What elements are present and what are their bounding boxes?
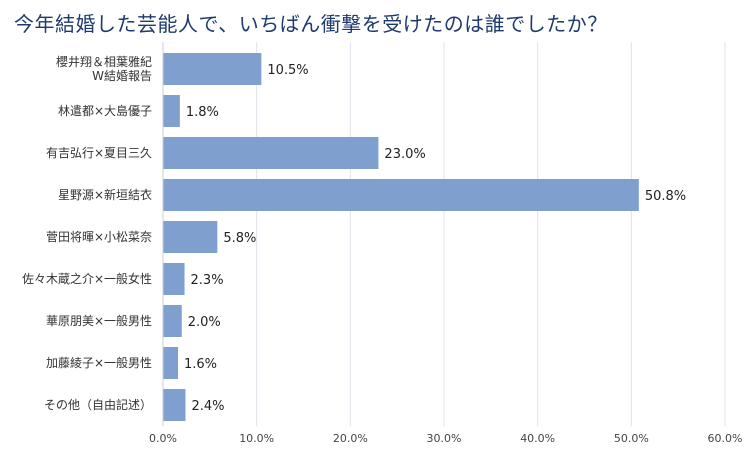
value-label: 23.0%: [384, 147, 425, 162]
category-label: その他（自由記述）: [44, 397, 152, 412]
category-label: 華原朋美×一般男性: [46, 313, 152, 328]
category-label: 星野源×新垣結衣: [58, 187, 152, 202]
bar: [163, 347, 178, 379]
bar: [163, 389, 186, 421]
category-label: 林遣都×大島優子: [58, 103, 152, 118]
x-tick-label: 20.0%: [333, 432, 368, 445]
category-label: 佐々木蔵之介×一般女性: [22, 271, 152, 286]
value-label: 2.3%: [191, 273, 224, 288]
x-tick-label: 30.0%: [427, 432, 462, 445]
bar: [163, 305, 182, 337]
x-tick-label: 60.0%: [708, 432, 743, 445]
x-tick-label: 10.0%: [239, 432, 274, 445]
x-tick-label: 0.0%: [149, 432, 177, 445]
x-tick-label: 40.0%: [520, 432, 555, 445]
value-label: 2.0%: [188, 315, 221, 330]
chart-title: 今年結婚した芸能人で、いちばん衝撃を受けたのは誰でしたか？: [14, 12, 608, 36]
category-label: 櫻井翔＆相葉雅紀: [56, 54, 152, 69]
bar: [163, 95, 180, 127]
category-label: 菅田将暉×小松菜奈: [46, 230, 152, 244]
bar: [163, 179, 639, 211]
bar: [163, 53, 262, 85]
category-label: 加藤綾子×一般男性: [46, 355, 152, 370]
value-label: 10.5%: [267, 63, 308, 78]
bar: [163, 263, 185, 295]
value-label: 5.8%: [223, 231, 256, 246]
value-label: 50.8%: [645, 189, 686, 204]
category-label: 有吉弘行×夏目三久: [46, 146, 152, 160]
value-label: 2.4%: [191, 399, 224, 414]
bar: [163, 221, 218, 253]
value-label: 1.6%: [184, 357, 217, 372]
bar: [163, 137, 379, 169]
x-tick-label: 50.0%: [614, 432, 649, 445]
value-label: 1.8%: [186, 105, 219, 120]
category-label: W結婚報告: [92, 69, 152, 83]
